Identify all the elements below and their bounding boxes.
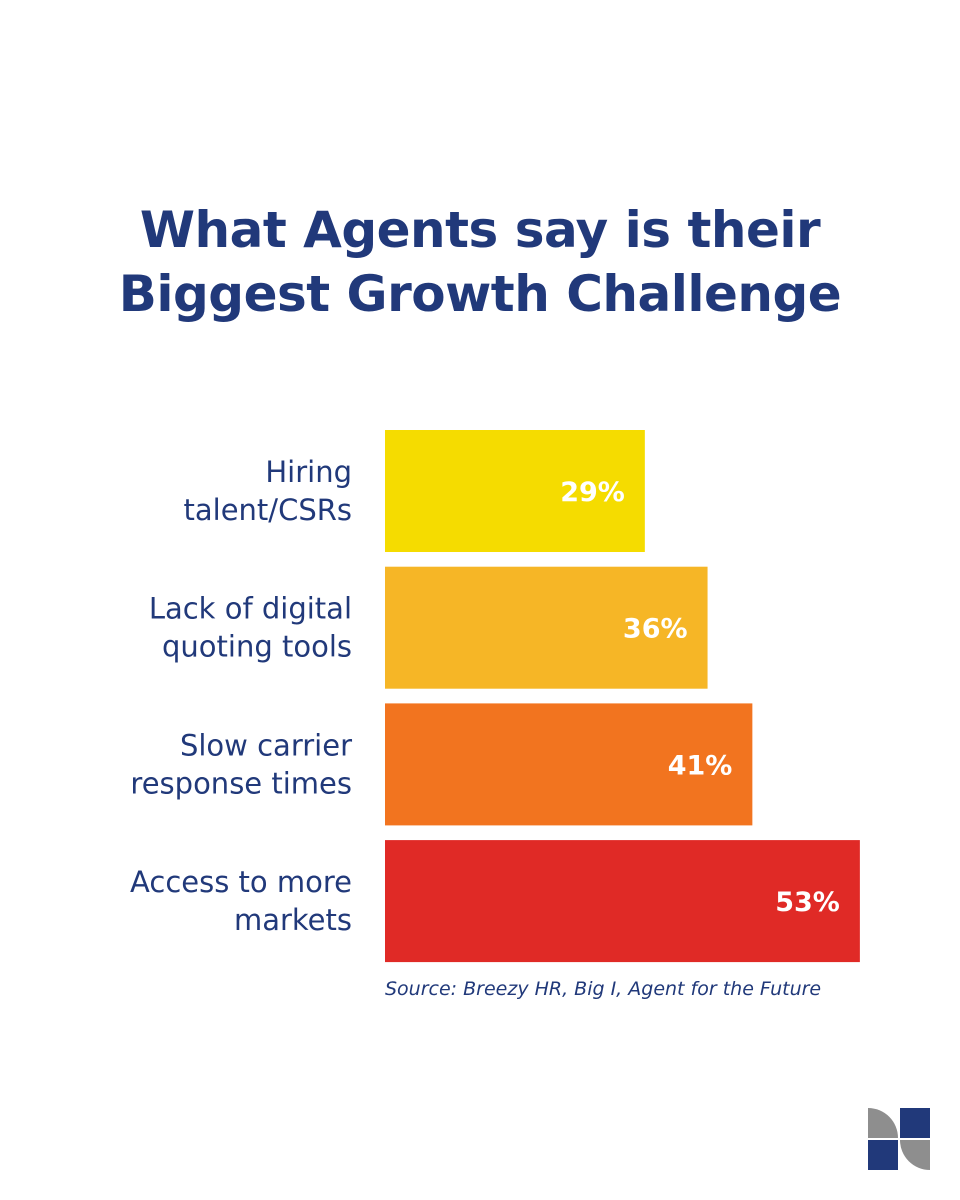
- category-label: Hiring: [265, 455, 352, 489]
- bar: [385, 703, 753, 826]
- source-note: Source: Breezy HR, Big I, Agent for the …: [385, 978, 822, 1000]
- category-label: talent/CSRs: [184, 493, 352, 527]
- logo-grey-quarter-bottom: [900, 1140, 930, 1170]
- bar-value-label: 36%: [623, 614, 688, 645]
- chart-title: What Agents say is their Biggest Growth …: [0, 198, 960, 326]
- category-label: Slow carrier: [180, 728, 352, 762]
- category-label: quoting tools: [162, 630, 352, 664]
- category-label: markets: [234, 903, 352, 937]
- logo-navy-square-top: [900, 1108, 930, 1138]
- bar: [385, 566, 708, 689]
- bar-value-label: 53%: [775, 887, 840, 918]
- title-line-1: What Agents say is their: [139, 201, 821, 259]
- bar: [385, 430, 645, 552]
- category-label: response times: [130, 766, 352, 800]
- bar: [385, 840, 860, 963]
- logo-grey-quarter-top: [868, 1108, 898, 1138]
- category-label: Lack of digital: [149, 592, 352, 626]
- category-label: Access to more: [130, 865, 352, 899]
- logo-navy-square-bottom: [868, 1140, 898, 1170]
- company-logo: [868, 1108, 930, 1170]
- title-line-2: Biggest Growth Challenge: [118, 265, 842, 323]
- bar-value-label: 29%: [560, 477, 625, 508]
- bar-value-label: 41%: [668, 750, 733, 781]
- bar-chart: 29% Hiring talent/CSRs 36% Lack of digital qu…: [130, 430, 860, 963]
